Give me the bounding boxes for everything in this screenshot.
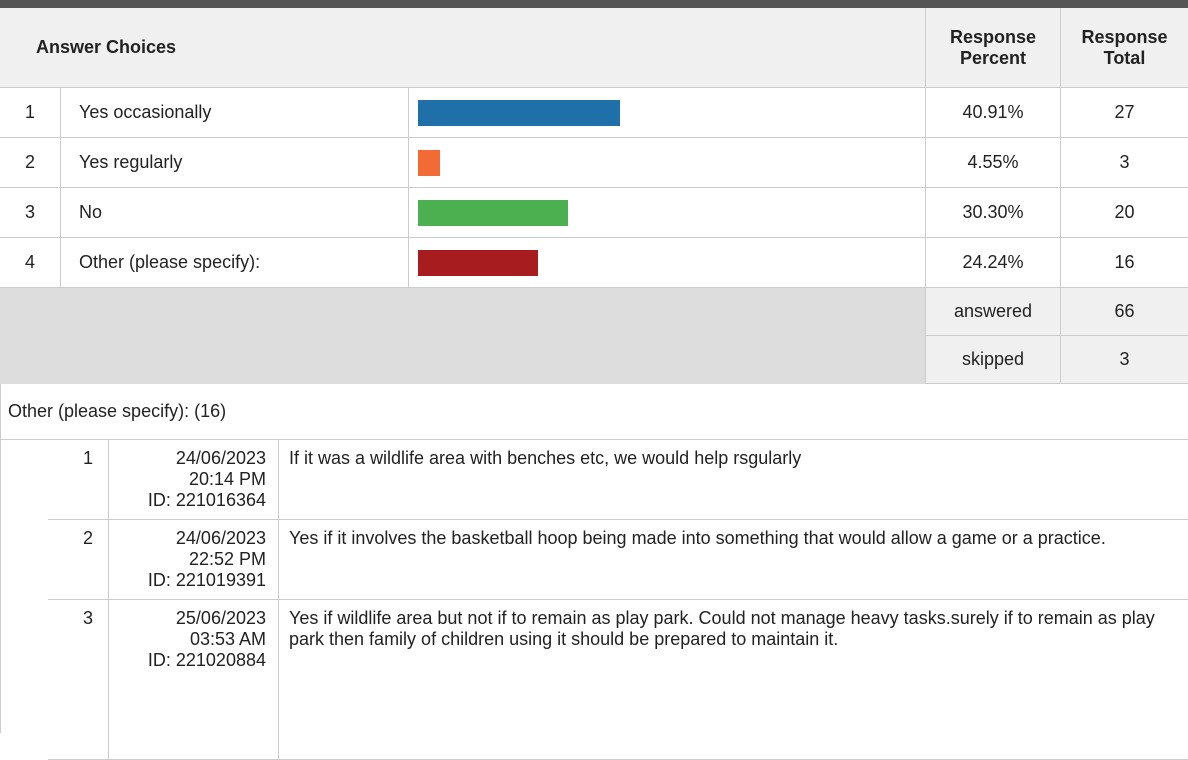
- bar-cell: [408, 238, 925, 288]
- row-total: 3: [1060, 138, 1188, 188]
- row-number: 2: [0, 138, 60, 188]
- bar: [418, 200, 568, 226]
- response-date: 25/06/2023: [175, 608, 266, 628]
- response-meta: 24/06/2023 20:14 PM ID: 221016364: [108, 440, 278, 520]
- response-id: ID: 221019391: [147, 570, 266, 590]
- response-text: Yes if wildlife area but not if to remai…: [278, 600, 1188, 760]
- header-total: Response Total: [1060, 8, 1188, 88]
- response-meta: 24/06/2023 22:52 PM ID: 221019391: [108, 520, 278, 600]
- top-bar: [0, 0, 1188, 8]
- response-text: Yes if it involves the basketball hoop b…: [278, 520, 1188, 600]
- row-percent: 40.91%: [925, 88, 1060, 138]
- row-number: 1: [0, 88, 60, 138]
- header-percent: Response Percent: [925, 8, 1060, 88]
- row-label: No: [60, 188, 408, 238]
- row-total: 16: [1060, 238, 1188, 288]
- summary-label: answered: [925, 288, 1060, 336]
- row-label: Yes occasionally: [60, 88, 408, 138]
- bar: [418, 250, 538, 276]
- response-time: 03:53 AM: [189, 629, 266, 649]
- left-border: [0, 384, 1, 733]
- other-title: Other (please specify): (16): [0, 384, 1188, 440]
- row-total: 20: [1060, 188, 1188, 238]
- response-id: ID: 221016364: [147, 490, 266, 510]
- response-id: ID: 221020884: [147, 650, 266, 670]
- response-number: 3: [48, 600, 108, 760]
- response-meta: 25/06/2023 03:53 AM ID: 221020884: [108, 600, 278, 760]
- response-date: 24/06/2023: [175, 448, 266, 468]
- row-label: Yes regularly: [60, 138, 408, 188]
- summary-label: skipped: [925, 336, 1060, 384]
- header-answer: Answer Choices: [0, 8, 925, 88]
- summary-fill: [0, 288, 925, 384]
- row-number: 3: [0, 188, 60, 238]
- bar-cell: [408, 188, 925, 238]
- response-time: 20:14 PM: [188, 469, 266, 489]
- response-time: 22:52 PM: [188, 549, 266, 569]
- summary-value: 66: [1060, 288, 1188, 336]
- row-label: Other (please specify):: [60, 238, 408, 288]
- row-percent: 4.55%: [925, 138, 1060, 188]
- row-percent: 24.24%: [925, 238, 1060, 288]
- response-number: 1: [48, 440, 108, 520]
- bar: [418, 100, 621, 126]
- bar-cell: [408, 88, 925, 138]
- row-percent: 30.30%: [925, 188, 1060, 238]
- response-date: 24/06/2023: [175, 528, 266, 548]
- response-text: If it was a wildlife area with benches e…: [278, 440, 1188, 520]
- bar-cell: [408, 138, 925, 188]
- row-total: 27: [1060, 88, 1188, 138]
- row-number: 4: [0, 238, 60, 288]
- response-number: 2: [48, 520, 108, 600]
- summary-value: 3: [1060, 336, 1188, 384]
- bar: [418, 150, 441, 176]
